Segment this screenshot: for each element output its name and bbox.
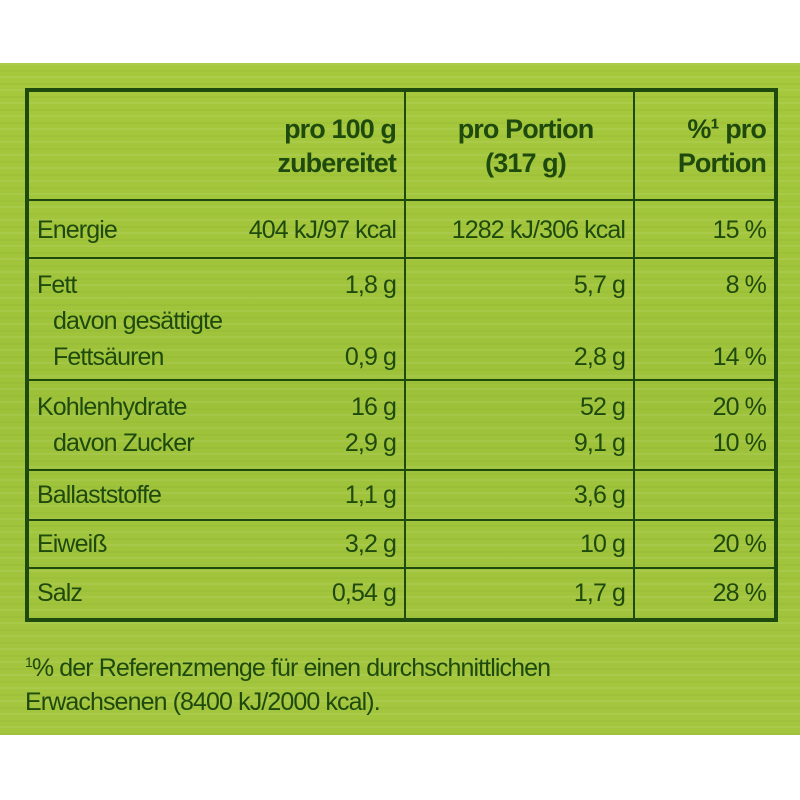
value-portion: 3,6 g <box>404 469 635 521</box>
value-pct: 20 % <box>633 519 777 569</box>
label: davon gesättigte <box>53 307 223 335</box>
value-pct: 20 % <box>712 393 767 421</box>
label: davon Zucker <box>53 429 195 457</box>
header-percent: %¹ pro Portion <box>633 89 777 201</box>
value-per100: 0,9 g <box>344 343 397 371</box>
footnote-mark: 1 <box>25 654 33 670</box>
value-portion: 1282 kJ/306 kcal <box>404 199 635 259</box>
header-text: (317 g) <box>485 148 567 178</box>
footnote-line1: % der Referenzmenge für einen durchschni… <box>31 654 551 682</box>
value-per100: 404 kJ/97 kcal <box>248 216 397 244</box>
header-text: Portion <box>677 148 767 178</box>
label: Fettsäuren <box>53 343 164 371</box>
value-portion: 52 g <box>579 393 626 421</box>
label: Salz <box>37 579 83 607</box>
header-text: pro 100 g <box>284 114 397 144</box>
value-portion: 9,1 g <box>573 429 626 457</box>
label: Ballaststoffe <box>37 481 162 509</box>
value-portion: 2,8 g <box>573 343 626 371</box>
header-per-100g: pro 100 g zubereitet <box>26 89 406 201</box>
header-text: zubereitet <box>277 148 396 178</box>
row-ballaststoffe: Ballaststoffe 1,1 g 3,6 g <box>26 469 777 521</box>
value-pct: 14 % <box>712 343 767 371</box>
value-portion: 1,7 g <box>404 567 635 621</box>
value-portion: 5,7 g <box>573 271 626 299</box>
label: Energie <box>37 216 118 244</box>
value-per100: 2,9 g <box>344 429 397 457</box>
value-per100: 1,1 g <box>344 481 397 509</box>
value-pct <box>633 469 777 521</box>
header-row: pro 100 g zubereitet pro Portion (317 g) %… <box>26 89 777 201</box>
row-kohlenhydrate: Kohlenhydrate 16 g davon Zucker 2,9 g 52 g… <box>26 379 777 471</box>
header-per-portion: pro Portion (317 g) <box>404 89 635 201</box>
footnote-line2: Erwachsenen (8400 kJ/2000 kcal). <box>25 688 381 716</box>
value-portion: 10 g <box>404 519 635 569</box>
value-pct: 15 % <box>633 199 777 259</box>
value-pct: 28 % <box>633 567 777 621</box>
label: Eiweiß <box>37 530 108 558</box>
row-eiweiss: Eiweiß 3,2 g 10 g 20 % <box>26 519 777 569</box>
row-fett: Fett 1,8 g davon gesättigte Fettsäuren 0,9… <box>26 257 777 381</box>
header-text: %¹ pro <box>687 114 766 144</box>
value-per100: 16 g <box>350 393 397 421</box>
nutrition-table: pro 100 g zubereitet pro Portion (317 g) %… <box>25 88 778 622</box>
row-salz: Salz 0,54 g 1,7 g 28 % <box>26 567 777 621</box>
header-text: pro Portion <box>457 114 594 144</box>
value-per100: 3,2 g <box>344 530 397 558</box>
label: Fett <box>37 271 77 299</box>
value-pct: 8 % <box>725 271 767 299</box>
row-energie: Energie 404 kJ/97 kcal 1282 kJ/306 kcal 1… <box>26 199 777 259</box>
value-per100: 1,8 g <box>344 271 397 299</box>
label: Kohlenhydrate <box>37 393 187 421</box>
value-pct: 10 % <box>712 429 767 457</box>
value-per100: 0,54 g <box>331 579 397 607</box>
footnote: 1% der Referenzmenge für einen durchschn… <box>25 645 551 719</box>
